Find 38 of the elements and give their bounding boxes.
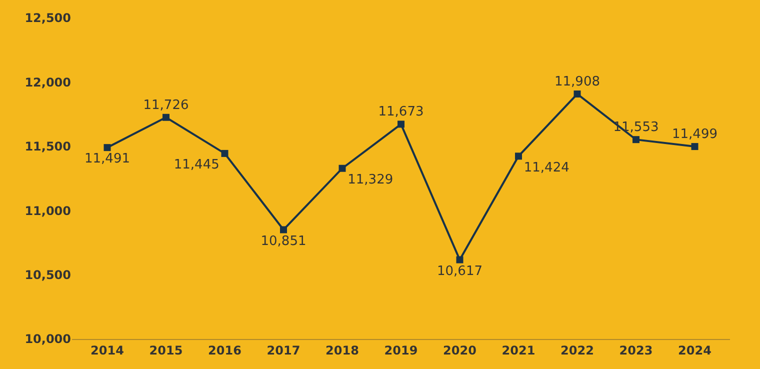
x-tick-label: 2014: [90, 343, 124, 358]
data-label: 11,445: [174, 158, 220, 173]
data-label: 11,726: [143, 98, 189, 113]
point: [515, 152, 522, 160]
point: [398, 120, 404, 128]
data-label: 10,851: [260, 234, 306, 249]
x-tick-label: 2020: [443, 343, 476, 358]
x-tick-label: 2023: [619, 343, 653, 358]
data-label: 11,424: [524, 160, 570, 176]
y-tick-label: 11,000: [24, 204, 71, 218]
data-label: 11,673: [378, 104, 424, 120]
point: [162, 114, 170, 121]
point: [456, 256, 464, 264]
x-tick-label: 2017: [266, 343, 300, 358]
x-tick-label: 2024: [678, 343, 712, 358]
point: [632, 136, 640, 144]
x-tick-label: 2019: [384, 343, 418, 358]
point: [104, 144, 111, 152]
data-label: 10,617: [437, 264, 482, 279]
data-label: 11,908: [554, 74, 600, 90]
y-tick-label: 10,000: [24, 332, 71, 346]
x-tick-label: 2021: [502, 343, 536, 358]
x-tick-label: 2018: [326, 343, 359, 358]
point: [280, 226, 287, 234]
point: [221, 150, 228, 157]
data-label: 11,499: [672, 126, 718, 142]
x-tick-label: 2015: [149, 343, 183, 358]
point: [338, 164, 346, 172]
y-tick-label: 11,500: [24, 140, 71, 154]
data-label: 11,329: [348, 172, 394, 188]
x-tick-label: 2022: [560, 343, 594, 358]
point: [691, 143, 698, 150]
y-tick-label: 12,000: [24, 75, 71, 90]
data-label: 11,491: [84, 152, 130, 167]
point: [574, 90, 581, 98]
y-tick-label: 12,500: [24, 11, 71, 26]
x-tick-label: 2016: [208, 343, 242, 358]
y-tick-label: 10,500: [24, 268, 71, 282]
